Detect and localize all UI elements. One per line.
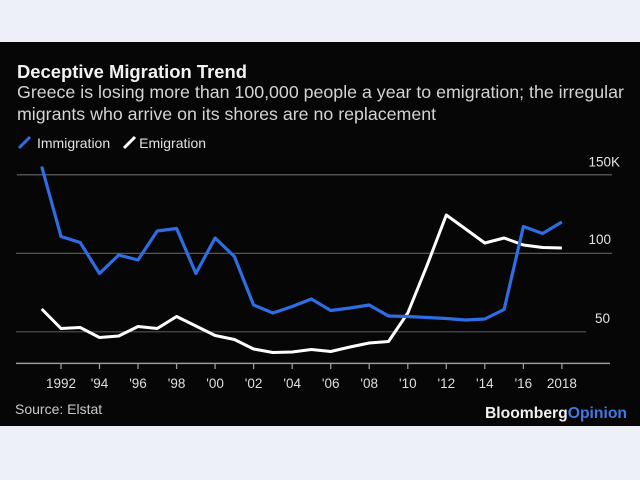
svg-text:'02: '02 <box>245 376 263 391</box>
svg-text:'08: '08 <box>360 376 378 391</box>
svg-text:50: 50 <box>595 311 610 326</box>
svg-text:1992: 1992 <box>46 376 76 391</box>
svg-text:150K: 150K <box>588 155 620 170</box>
svg-text:'12: '12 <box>438 376 456 391</box>
svg-text:100: 100 <box>588 232 611 247</box>
svg-text:'00: '00 <box>206 376 224 391</box>
svg-text:'14: '14 <box>476 376 494 391</box>
svg-text:2018: 2018 <box>547 376 577 391</box>
svg-text:'98: '98 <box>168 376 186 391</box>
svg-text:'16: '16 <box>515 376 533 391</box>
svg-text:'96: '96 <box>129 376 147 391</box>
svg-text:'06: '06 <box>322 376 340 391</box>
svg-text:'04: '04 <box>283 376 301 391</box>
svg-text:'10: '10 <box>399 376 417 391</box>
svg-text:'94: '94 <box>91 376 109 391</box>
